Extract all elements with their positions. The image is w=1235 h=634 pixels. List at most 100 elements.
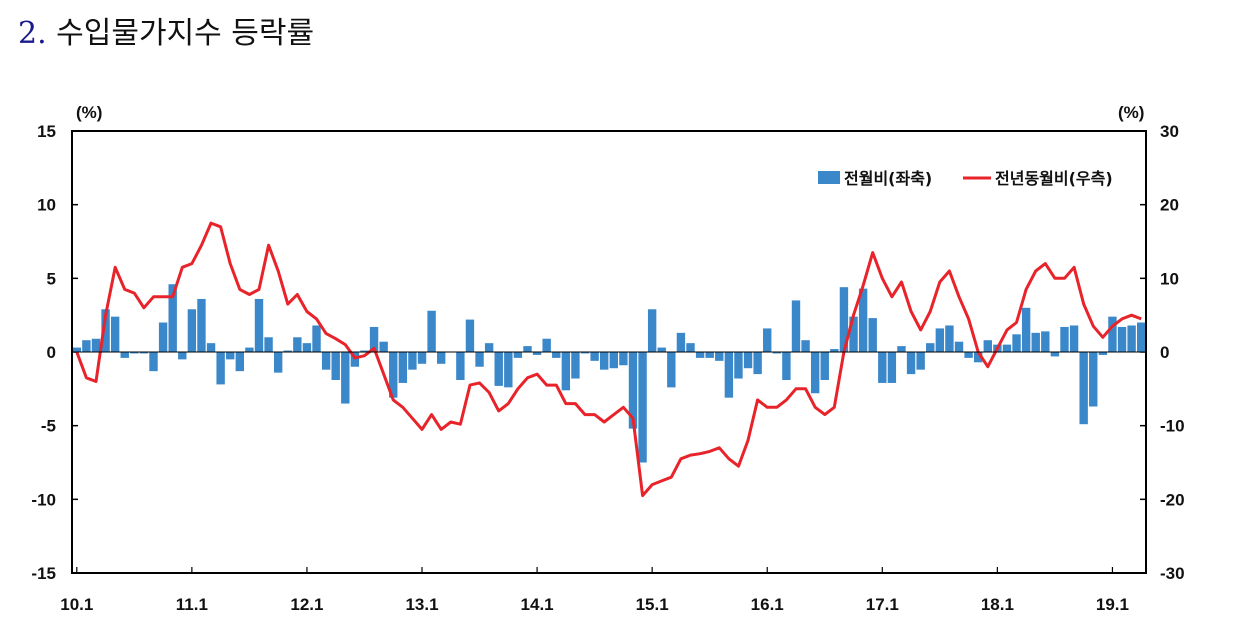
mom-bar — [187, 309, 197, 352]
left-axis-unit: (%) — [76, 103, 102, 122]
mom-bar — [667, 352, 676, 388]
mom-bar — [226, 352, 235, 360]
mom-bar — [724, 352, 734, 398]
mom-bar — [484, 343, 494, 352]
mom-bar — [830, 349, 839, 352]
mom-bar — [1021, 307, 1031, 352]
mom-bar — [887, 352, 897, 383]
mom-bar — [178, 352, 187, 360]
mom-bar — [82, 340, 91, 352]
mom-bar — [647, 309, 657, 352]
left-axis-tick-label: -10 — [31, 490, 56, 509]
mom-bar — [168, 284, 177, 352]
x-axis-tick-label: 17.1 — [866, 595, 899, 614]
mom-bar — [763, 328, 772, 352]
mom-bar — [456, 352, 465, 380]
mom-bar — [1079, 352, 1088, 425]
mom-bar — [580, 352, 590, 354]
left-axis-tick-label: 15 — [37, 122, 56, 141]
mom-bar — [245, 347, 254, 352]
mom-bar — [206, 343, 216, 352]
mom-bar — [628, 352, 638, 429]
mom-bar — [954, 341, 964, 352]
mom-bar — [810, 352, 820, 394]
mom-bar — [858, 288, 868, 352]
mom-bar — [321, 352, 331, 370]
mom-bar — [686, 343, 695, 352]
mom-bar — [293, 337, 302, 352]
mom-bar — [504, 352, 513, 388]
right-axis-unit: (%) — [1118, 103, 1144, 122]
mom-bar — [264, 337, 273, 352]
mom-bar — [571, 352, 580, 379]
mom-bar — [676, 332, 686, 352]
mom-bar — [1098, 352, 1108, 355]
mom-bar — [791, 300, 801, 352]
mom-bar — [1108, 316, 1117, 352]
x-axis-tick-label: 18.1 — [981, 595, 1014, 614]
x-axis-tick-label: 13.1 — [405, 595, 438, 614]
left-axis-tick-label: 10 — [37, 196, 56, 215]
mom-bar — [1002, 344, 1012, 352]
mom-bar — [283, 350, 292, 352]
x-axis-tick-label: 15.1 — [636, 595, 669, 614]
mom-bar — [465, 319, 475, 352]
mom-bar — [1012, 334, 1021, 352]
legend-bar-swatch — [818, 171, 840, 184]
chart-title: 2. 수입물가지수 등락률 — [18, 8, 314, 52]
right-axis-tick-label: 30 — [1160, 122, 1179, 141]
mom-bar — [216, 352, 225, 385]
mom-bar — [1031, 332, 1040, 352]
mom-bar — [110, 316, 120, 352]
mom-bar — [983, 340, 992, 352]
mom-bar — [964, 352, 973, 358]
x-axis-tick-label: 11.1 — [176, 595, 208, 614]
mom-bar — [782, 352, 791, 380]
right-axis-tick-label: -20 — [1160, 490, 1185, 509]
mom-bar — [715, 352, 724, 361]
left-axis-tick-label: -15 — [31, 564, 56, 583]
mom-bar — [743, 352, 753, 369]
mom-bar — [312, 325, 321, 352]
mom-bar — [398, 352, 408, 383]
right-axis-tick-label: -10 — [1160, 417, 1185, 436]
mom-bar — [302, 343, 312, 352]
mom-bar — [475, 352, 484, 367]
mom-bar — [945, 325, 954, 352]
mom-bar — [158, 322, 168, 352]
left-axis-tick-label: 0 — [47, 343, 56, 362]
mom-bar — [369, 326, 379, 352]
mom-bar — [331, 352, 340, 380]
mom-bar — [273, 352, 283, 373]
mom-bar — [197, 298, 206, 352]
left-axis-tick-label: -5 — [41, 417, 56, 436]
mom-bar — [590, 352, 599, 361]
mom-bar — [906, 352, 916, 375]
mom-bar — [619, 352, 628, 366]
mom-bar — [820, 352, 829, 380]
mom-bar — [1069, 325, 1079, 352]
mom-bar — [542, 338, 551, 352]
mom-bar — [101, 309, 110, 352]
right-axis-tick-label: 0 — [1160, 343, 1169, 362]
mom-bar — [1060, 326, 1069, 352]
x-axis-tick-label: 12.1 — [290, 595, 323, 614]
mom-bar — [1089, 352, 1098, 407]
mom-bar — [130, 352, 139, 354]
mom-bar — [1127, 325, 1136, 352]
mom-bar — [695, 352, 705, 358]
mom-bar — [753, 352, 762, 375]
mom-bar — [408, 352, 417, 370]
mom-bar — [427, 310, 436, 352]
legend-bar-label: 전월비(좌축) — [844, 169, 932, 188]
right-axis-tick-label: -30 — [1160, 564, 1185, 583]
mom-bar — [705, 352, 714, 358]
mom-bar — [600, 352, 609, 370]
mom-bar — [609, 352, 618, 369]
mom-bar — [360, 350, 369, 352]
mom-bar — [341, 352, 350, 404]
x-axis-tick-label: 14.1 — [521, 595, 554, 614]
x-axis-tick-label: 19.1 — [1096, 595, 1129, 614]
yoy-line — [75, 221, 1142, 498]
mom-bar — [561, 352, 571, 391]
